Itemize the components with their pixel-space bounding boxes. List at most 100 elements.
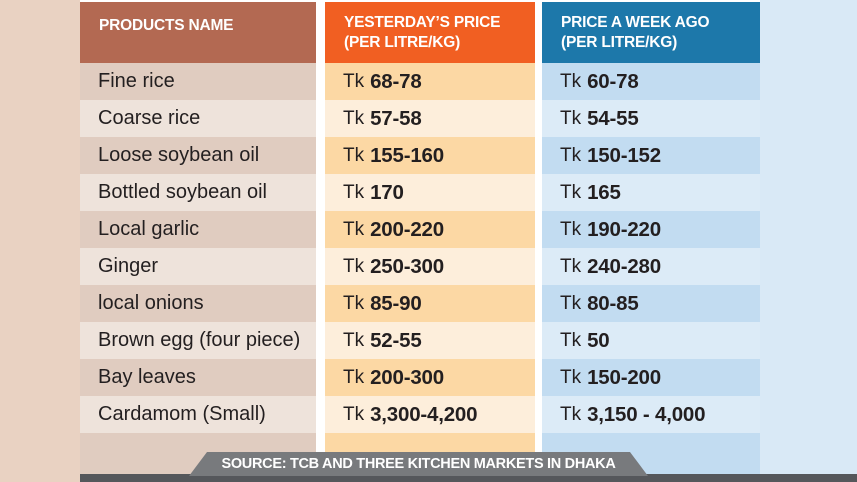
currency-prefix: Tk — [560, 403, 582, 425]
price-cell: Tk 50 — [542, 322, 760, 359]
price-cell: Tk 85-90 — [325, 285, 535, 322]
week-ago-price-rows: Tk 60-78 Tk 54-55 Tk 150-152 Tk 165 Tk 190-220 Tk 2… — [542, 63, 760, 474]
product-label: Cardamom (Small) — [98, 403, 266, 425]
currency-prefix: Tk — [343, 366, 365, 388]
price-value: 3,150 - 4,000 — [587, 402, 706, 426]
yesterday-price-column: YESTERDAY’S PRICE (PER LITRE/KG) Tk 68-78… — [325, 2, 535, 474]
currency-prefix: Tk — [343, 255, 365, 277]
product-cell: Ginger — [80, 248, 316, 285]
price-cell: Tk 80-85 — [542, 285, 760, 322]
price-value: 150-152 — [587, 143, 661, 167]
yesterday-header-line1: YESTERDAY’S PRICE — [344, 14, 501, 32]
price-cell: Tk 190-220 — [542, 211, 760, 248]
price-value: 170 — [370, 180, 404, 204]
bottom-band — [80, 474, 857, 482]
products-column: PRODUCTS NAME Fine rice Coarse rice Loose … — [80, 2, 316, 474]
price-value: 50 — [587, 328, 610, 352]
product-label: Bay leaves — [98, 366, 196, 388]
price-cell: Tk 54-55 — [542, 100, 760, 137]
price-value: 60-78 — [587, 69, 639, 93]
product-label: Brown egg (four piece) — [98, 329, 301, 351]
product-cell: Cardamom (Small) — [80, 396, 316, 433]
currency-prefix: Tk — [343, 292, 365, 314]
currency-prefix: Tk — [343, 107, 365, 129]
price-cell: Tk 165 — [542, 174, 760, 211]
price-cell: Tk 3,150 - 4,000 — [542, 396, 760, 433]
price-cell: Tk 52-55 — [325, 322, 535, 359]
product-label: Ginger — [98, 255, 159, 277]
currency-prefix: Tk — [343, 144, 365, 166]
currency-prefix: Tk — [560, 218, 582, 240]
price-value: 190-220 — [587, 217, 661, 241]
product-cell: Fine rice — [80, 63, 316, 100]
product-cell: local onions — [80, 285, 316, 322]
currency-prefix: Tk — [343, 70, 365, 92]
products-header: PRODUCTS NAME — [80, 2, 316, 63]
yesterday-price-header: YESTERDAY’S PRICE (PER LITRE/KG) — [325, 2, 535, 63]
price-value: 57-58 — [370, 106, 422, 130]
products-header-label: PRODUCTS NAME — [99, 17, 234, 34]
price-cell: Tk 240-280 — [542, 248, 760, 285]
price-value: 52-55 — [370, 328, 422, 352]
source-text: SOURCE: TCB AND THREE KITCHEN MARKETS IN… — [221, 456, 616, 472]
product-label: Coarse rice — [98, 107, 201, 129]
week-ago-price-column: PRICE A WEEK AGO (PER LITRE/KG) Tk 60-78 T… — [542, 2, 760, 474]
price-value: 54-55 — [587, 106, 639, 130]
source-banner: SOURCE: TCB AND THREE KITCHEN MARKETS IN… — [189, 452, 648, 476]
yesterday-price-rows: Tk 68-78 Tk 57-58 Tk 155-160 Tk 170 Tk 200-220 Tk 2… — [325, 63, 535, 474]
currency-prefix: Tk — [560, 107, 582, 129]
product-cell: Bay leaves — [80, 359, 316, 396]
price-value: 240-280 — [587, 254, 661, 278]
product-cell: Coarse rice — [80, 100, 316, 137]
price-value: 85-90 — [370, 291, 422, 315]
products-rows: Fine rice Coarse rice Loose soybean oil Bot… — [80, 63, 316, 474]
currency-prefix: Tk — [343, 181, 365, 203]
price-cell: Tk 170 — [325, 174, 535, 211]
price-cell: Tk 200-220 — [325, 211, 535, 248]
price-value: 150-200 — [587, 365, 661, 389]
price-cell: Tk 155-160 — [325, 137, 535, 174]
price-cell: Tk 150-200 — [542, 359, 760, 396]
currency-prefix: Tk — [560, 255, 582, 277]
currency-prefix: Tk — [560, 292, 582, 314]
currency-prefix: Tk — [560, 70, 582, 92]
week-header-line2: (PER LITRE/KG) — [561, 33, 678, 51]
product-cell: Local garlic — [80, 211, 316, 248]
product-label: local onions — [98, 292, 204, 314]
product-cell: Loose soybean oil — [80, 137, 316, 174]
price-cell: Tk 57-58 — [325, 100, 535, 137]
week-header-line1: PRICE A WEEK AGO — [561, 14, 710, 32]
currency-prefix: Tk — [560, 366, 582, 388]
currency-prefix: Tk — [343, 218, 365, 240]
price-cell: Tk 250-300 — [325, 248, 535, 285]
product-label: Loose soybean oil — [98, 144, 260, 166]
product-label: Fine rice — [98, 70, 175, 92]
price-value: 3,300-4,200 — [370, 402, 478, 426]
price-value: 80-85 — [587, 291, 639, 315]
currency-prefix: Tk — [560, 181, 582, 203]
price-value: 250-300 — [370, 254, 444, 278]
price-value: 200-220 — [370, 217, 444, 241]
left-margin — [0, 0, 80, 482]
price-cell: Tk 68-78 — [325, 63, 535, 100]
price-cell: Tk 3,300-4,200 — [325, 396, 535, 433]
currency-prefix: Tk — [343, 329, 365, 351]
product-cell: Bottled soybean oil — [80, 174, 316, 211]
price-cell: Tk 150-152 — [542, 137, 760, 174]
price-value: 165 — [587, 180, 621, 204]
right-margin — [760, 0, 857, 474]
product-label: Bottled soybean oil — [98, 181, 268, 203]
product-label: Local garlic — [98, 218, 200, 240]
price-cell: Tk 60-78 — [542, 63, 760, 100]
currency-prefix: Tk — [560, 144, 582, 166]
currency-prefix: Tk — [560, 329, 582, 351]
week-ago-price-header: PRICE A WEEK AGO (PER LITRE/KG) — [542, 2, 760, 63]
product-cell: Brown egg (four piece) — [80, 322, 316, 359]
price-value: 155-160 — [370, 143, 444, 167]
yesterday-header-line2: (PER LITRE/KG) — [344, 33, 461, 51]
price-value: 200-300 — [370, 365, 444, 389]
price-cell: Tk 200-300 — [325, 359, 535, 396]
price-value: 68-78 — [370, 69, 422, 93]
currency-prefix: Tk — [343, 403, 365, 425]
